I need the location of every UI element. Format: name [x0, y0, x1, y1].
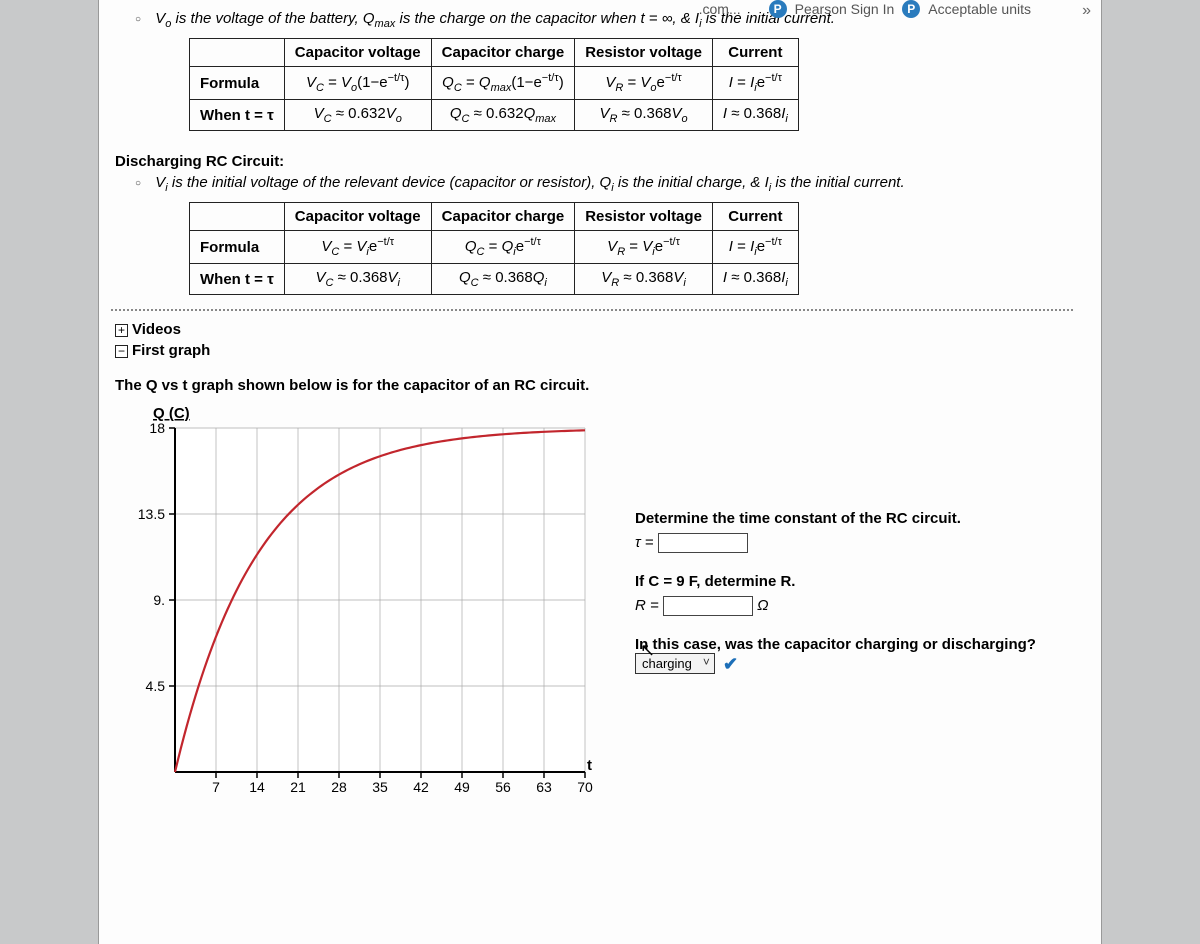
table-row: Formula VC = Vie−t/τ QC = Qie−t/τ VR = V…: [190, 231, 799, 264]
svg-text:70: 70: [577, 779, 593, 795]
q1-text: Determine the time constant of the RC ci…: [635, 510, 1077, 527]
th-res-voltage: Resistor voltage: [575, 39, 713, 67]
q2-text: If C = 9 F, determine R.: [635, 573, 1077, 590]
divider: [111, 309, 1073, 311]
svg-text:63: 63: [536, 779, 552, 795]
svg-text:35: 35: [372, 779, 388, 795]
discharging-table: Capacitor voltage Capacitor charge Resis…: [189, 202, 799, 295]
svg-text:42: 42: [413, 779, 429, 795]
svg-text:7: 7: [212, 779, 220, 795]
tree-first-graph[interactable]: −First graph: [115, 342, 1077, 359]
url-fragment: .com...: [699, 1, 741, 17]
collapse-chevron-icon[interactable]: »: [1082, 2, 1091, 20]
svg-text:18: 18: [149, 420, 165, 436]
graph-intro-text: The Q vs t graph shown below is for the …: [115, 377, 1077, 394]
svg-text:4.5: 4.5: [146, 678, 166, 694]
discharging-header: Discharging RC Circuit:: [115, 153, 1077, 170]
q2-unit: Ω: [757, 597, 768, 614]
tree-videos[interactable]: +Videos: [115, 321, 1077, 338]
collapse-icon: −: [115, 345, 128, 358]
th-cap-charge: Capacitor charge: [431, 39, 575, 67]
th-cap-voltage: Capacitor voltage: [284, 39, 431, 67]
svg-text:13.5: 13.5: [138, 506, 165, 522]
svg-text:t (s): t (s): [587, 757, 595, 774]
q2-lhs: R =: [635, 597, 659, 614]
th-res-voltage: Resistor voltage: [575, 203, 713, 231]
q3-text: In this case, was the capacitor charging…: [635, 636, 1077, 675]
pearson-signin-link[interactable]: Pearson Sign In: [795, 1, 895, 17]
svg-text:14: 14: [249, 779, 265, 795]
th-current: Current: [712, 203, 798, 231]
th-cap-voltage: Capacitor voltage: [284, 203, 431, 231]
svg-text:49: 49: [454, 779, 470, 795]
chart-container: Q (C)4.59.13.5187142128354249566370t (s): [115, 400, 595, 800]
tau-input[interactable]: [658, 533, 748, 553]
svg-text:9.: 9.: [153, 592, 165, 608]
cursor-icon: ↖: [640, 640, 655, 661]
table-row: Formula VC = Vo(1−e−t/τ) QC = Qmax(1−e−t…: [190, 67, 799, 100]
table-row: When t = τ VC ≈ 0.368Vi QC ≈ 0.368Qi VR …: [190, 264, 799, 295]
svg-text:56: 56: [495, 779, 511, 795]
units-badge-icon: P: [902, 0, 920, 18]
expand-icon: +: [115, 324, 128, 337]
browser-topbar: .com... P Pearson Sign In P Acceptable u…: [99, 0, 1101, 18]
question-panel: Determine the time constant of the RC ci…: [635, 510, 1077, 800]
q-vs-t-chart: Q (C)4.59.13.5187142128354249566370t (s): [115, 400, 595, 800]
q1-lhs: τ =: [635, 534, 654, 551]
pearson-badge-icon: P: [769, 0, 787, 18]
checkmark-icon: ✔: [723, 654, 738, 674]
table-row: When t = τ VC ≈ 0.632Vo QC ≈ 0.632Qmax V…: [190, 100, 799, 131]
charging-table: Capacitor voltage Capacitor charge Resis…: [189, 38, 799, 131]
th-cap-charge: Capacitor charge: [431, 203, 575, 231]
th-current: Current: [712, 39, 798, 67]
acceptable-units-link[interactable]: Acceptable units: [928, 1, 1031, 17]
svg-text:28: 28: [331, 779, 347, 795]
discharging-intro-text: Vi is the initial voltage of the relevan…: [135, 174, 1077, 194]
svg-text:21: 21: [290, 779, 306, 795]
r-input[interactable]: [663, 596, 753, 616]
